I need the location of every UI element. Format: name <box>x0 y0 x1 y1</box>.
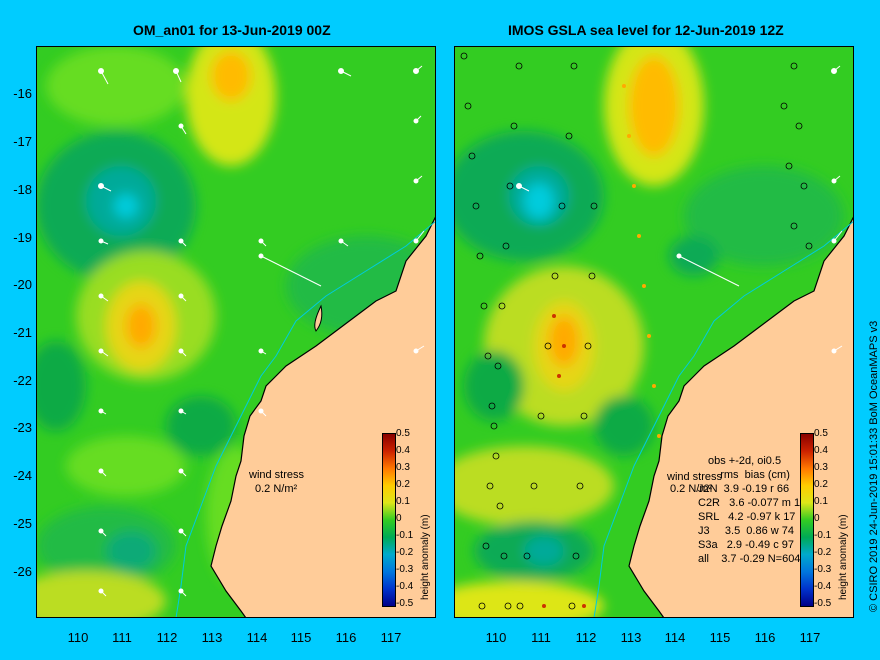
colorbar-label: -0.4 <box>396 581 414 592</box>
y-tick: -20 <box>13 277 32 292</box>
left-map-svg <box>36 46 436 618</box>
colorbar-label: -0.3 <box>396 564 414 575</box>
altimeter-tracks <box>460 52 813 610</box>
track-dots <box>542 84 661 608</box>
colorbar-label: 0 <box>396 513 402 524</box>
wind-stress-label-right: wind stress <box>667 471 723 483</box>
left-colorbar <box>382 433 396 607</box>
colorbar-label: -0.1 <box>814 530 832 541</box>
colorbar-label: -0.5 <box>396 598 414 609</box>
left-colorbar-title: height anomaly (m) <box>420 514 431 600</box>
stats-columns: rms bias (cm) <box>708 469 790 481</box>
track-a <box>460 52 512 610</box>
track-d <box>568 202 598 610</box>
x-tick: 115 <box>290 630 312 645</box>
x-tick: 113 <box>620 630 642 645</box>
y-tick: -24 <box>13 468 32 483</box>
wind-stress-label: wind stress <box>249 469 305 481</box>
right-map-title: IMOS GSLA sea level for 12-Jun-2019 12Z <box>508 22 784 38</box>
left-map-title: OM_an01 for 13-Jun-2019 00Z <box>133 22 331 38</box>
right-map-svg <box>454 46 854 618</box>
left-map-panel <box>36 46 436 618</box>
x-tick: 117 <box>380 630 402 645</box>
x-tick: 114 <box>664 630 686 645</box>
stats-row: S3a 2.9 -0.49 c 97 <box>698 539 795 551</box>
colorbar-label: 0.4 <box>814 445 828 456</box>
colorbar-label: -0.4 <box>814 581 832 592</box>
colorbar-label: 0.2 <box>814 479 828 490</box>
x-tick: 114 <box>246 630 268 645</box>
colorbar-label: -0.1 <box>396 530 414 541</box>
x-tick: 113 <box>201 630 223 645</box>
land-australia <box>628 215 854 618</box>
y-tick: -23 <box>13 420 32 435</box>
right-map-panel <box>454 46 854 618</box>
stats-row: SRL 4.2 -0.97 k 17 <box>698 511 796 523</box>
y-tick: -19 <box>13 230 32 245</box>
colorbar-label: 0.2 <box>396 479 410 490</box>
colorbar-label: 0.4 <box>396 445 410 456</box>
shelf-contour <box>175 220 436 618</box>
track-c <box>516 62 578 610</box>
x-tick: 110 <box>67 630 89 645</box>
y-tick: -16 <box>13 86 32 101</box>
stats-row: all 3.7 -0.29 N=604 <box>698 553 801 565</box>
colorbar-label: 0.5 <box>396 428 410 439</box>
y-tick: -22 <box>13 373 32 388</box>
x-tick: 112 <box>156 630 178 645</box>
stats-row: J3 3.5 0.86 w 74 <box>698 525 795 537</box>
stats-header: obs +-2d, oi0.5 <box>708 455 782 467</box>
colorbar-label: 0.1 <box>396 496 410 507</box>
colorbar-label: 0 <box>814 513 820 524</box>
wind-stress-scale: 0.2 N/m² <box>255 483 298 495</box>
right-colorbar-title: height anomaly (m) <box>838 514 849 600</box>
shelf-contour <box>593 220 854 618</box>
x-tick: 115 <box>709 630 731 645</box>
colorbar-label: -0.2 <box>814 547 832 558</box>
x-tick: 117 <box>799 630 821 645</box>
y-tick: -26 <box>13 564 32 579</box>
stats-row: J2N 3.9 -0.19 r 66 <box>698 483 790 495</box>
y-tick: -18 <box>13 182 32 197</box>
copyright-credit: © CSIRO 2019 24-Jun-2019 15:01:33 BoM Oc… <box>868 320 880 612</box>
y-tick: -17 <box>13 134 32 149</box>
colorbar-label: -0.5 <box>814 598 832 609</box>
x-tick: 110 <box>485 630 507 645</box>
right-colorbar <box>800 433 814 607</box>
wind-vectors <box>98 65 425 597</box>
colorbar-label: -0.3 <box>814 564 832 575</box>
land-australia <box>210 215 436 618</box>
wind-vectors <box>516 65 843 354</box>
colorbar-label: 0.3 <box>396 462 410 473</box>
stats-row: C2R 3.6 -0.077 m 1 <box>698 497 801 509</box>
y-tick: -21 <box>13 325 32 340</box>
colorbar-label: 0.1 <box>814 496 828 507</box>
x-tick: 116 <box>754 630 776 645</box>
colorbar-label: 0.3 <box>814 462 828 473</box>
x-tick: 116 <box>335 630 357 645</box>
track-e <box>780 62 813 250</box>
x-tick: 112 <box>575 630 597 645</box>
wind-stress-scale-right: 0.2 N/m² <box>670 483 713 495</box>
x-tick: 111 <box>112 630 132 645</box>
y-tick: -25 <box>13 516 32 531</box>
track-b <box>478 62 523 610</box>
colorbar-label: -0.2 <box>396 547 414 558</box>
x-tick: 111 <box>531 630 551 645</box>
colorbar-label: 0.5 <box>814 428 828 439</box>
